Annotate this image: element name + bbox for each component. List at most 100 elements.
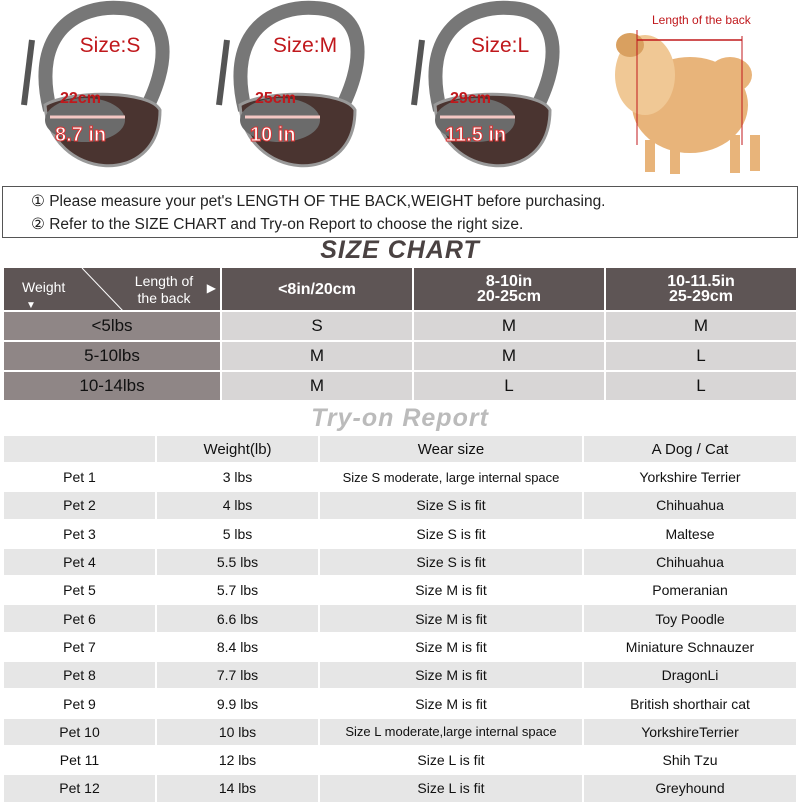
- size-cell: M: [412, 310, 606, 342]
- size-chart-row: <5lbs S M M: [2, 310, 798, 342]
- sling-bag-size-2: Size:L 29cm 11.5 in: [400, 0, 600, 180]
- weight-cell: 5.5 lbs: [155, 546, 320, 578]
- try-on-row: Pet 8 7.7 lbs Size M is fit DragonLi: [2, 660, 798, 691]
- breed-cell: YorkshireTerrier: [582, 716, 798, 747]
- pet-cell: Pet 11: [2, 744, 157, 776]
- size-chart-title: SIZE CHART: [320, 236, 480, 264]
- try-on-row: Pet 10 10 lbs Size L moderate,large intern…: [2, 716, 798, 747]
- sling-bag-icon: [411, 0, 560, 168]
- sling-bag-icon: [216, 0, 365, 168]
- bag-cm-label: 25cm: [255, 90, 296, 107]
- wear-size-cell: Size M is fit: [318, 575, 584, 606]
- pet-cell: Pet 10: [2, 716, 157, 747]
- pet-cell: Pet 9: [2, 688, 157, 719]
- header-cell: [2, 434, 157, 464]
- try-on-row: Pet 4 5.5 lbs Size S is fit Chihuahua: [2, 546, 798, 578]
- size-cell: M: [220, 370, 414, 402]
- weight-cell: 5 lbs: [155, 518, 320, 549]
- bag-cm-label: 22cm: [60, 90, 101, 107]
- breed-cell: Chihuahua: [582, 490, 798, 521]
- size-chart-table: Weight ▼ Length of the back ▶ <8in/20cm …: [2, 266, 798, 402]
- size-chart-row: 10-14lbs M L L: [2, 370, 798, 402]
- sling-bag-icon: [21, 0, 170, 168]
- size-cell: L: [412, 370, 606, 402]
- weight-cell: 7.7 lbs: [155, 660, 320, 691]
- length-column-header: <8in/20cm: [220, 266, 414, 312]
- wear-size-cell: Size S moderate, large internal space: [318, 461, 584, 493]
- header-cell: A Dog / Cat: [582, 434, 798, 464]
- weight-cell: 4 lbs: [155, 490, 320, 521]
- wear-size-cell: Size L is fit: [318, 744, 584, 776]
- size-cell: M: [604, 310, 798, 342]
- wear-size-cell: Size L moderate,large internal space: [318, 716, 584, 747]
- sling-bag-size-1: Size:M 25cm 10 in: [205, 0, 405, 180]
- weight-cell: <5lbs: [2, 310, 222, 342]
- try-on-row: Pet 5 5.7 lbs Size M is fit Pomeranian: [2, 575, 798, 606]
- breed-cell: Greyhound: [582, 773, 798, 804]
- pet-cell: Pet 12: [2, 773, 157, 804]
- wear-size-cell: Size M is fit: [318, 631, 584, 663]
- size-cell: M: [412, 340, 606, 372]
- bag-size-label: Size:L: [470, 34, 530, 57]
- right-triangle-icon: ▶: [206, 281, 216, 295]
- weight-cell: 12 lbs: [155, 744, 320, 776]
- breed-cell: Miniature Schnauzer: [582, 631, 798, 663]
- breed-cell: Shih Tzu: [582, 744, 798, 776]
- size-chart-row: 5-10lbs M M L: [2, 340, 798, 372]
- breed-cell: Pomeranian: [582, 575, 798, 606]
- wear-size-cell: Size M is fit: [318, 688, 584, 719]
- length-of-back-label: Length of the back: [652, 13, 751, 27]
- wear-size-cell: Size S is fit: [318, 546, 584, 578]
- try-on-header-row: Weight(lb) Wear size A Dog / Cat: [2, 434, 798, 464]
- pet-cell: Pet 1: [2, 461, 157, 493]
- wear-size-cell: Size L is fit: [318, 773, 584, 804]
- size-cell: M: [220, 340, 414, 372]
- breed-cell: DragonLi: [582, 660, 798, 691]
- sling-bag-size-0: Size:S 22cm 8.7 in: [10, 0, 210, 180]
- header-cell: Wear size: [318, 434, 584, 464]
- length-axis-label: Length of the back: [134, 273, 194, 306]
- bag-size-label: Size:M: [272, 34, 338, 57]
- pet-cell: Pet 8: [2, 660, 157, 691]
- length-column-header: 10-11.5in 25-29cm: [604, 266, 798, 312]
- weight-cell: 9.9 lbs: [155, 688, 320, 719]
- breed-cell: British shorthair cat: [582, 688, 798, 719]
- header-cell: Weight(lb): [155, 434, 320, 464]
- bag-cm-label: 29cm: [450, 90, 491, 107]
- weight-cell: 14 lbs: [155, 773, 320, 804]
- size-chart-corner: Weight ▼ Length of the back ▶: [2, 266, 222, 312]
- breed-cell: Yorkshire Terrier: [582, 461, 798, 493]
- dog-measurement-image: Length of the back: [600, 0, 800, 180]
- try-on-row: Pet 12 14 lbs Size L is fit Greyhound: [2, 773, 798, 804]
- bag-inch-label: 8.7 in: [54, 124, 107, 147]
- weight-cell: 5.7 lbs: [155, 575, 320, 606]
- try-on-row: Pet 6 6.6 lbs Size M is fit Toy Poodle: [2, 603, 798, 634]
- try-on-row: Pet 11 12 lbs Size L is fit Shih Tzu: [2, 744, 798, 776]
- instructions-box: ① Please measure your pet's LENGTH OF TH…: [2, 186, 798, 238]
- weight-cell: 8.4 lbs: [155, 631, 320, 663]
- bag-size-label: Size:S: [79, 34, 141, 57]
- try-on-row: Pet 9 9.9 lbs Size M is fit British shortha…: [2, 688, 798, 719]
- breed-cell: Maltese: [582, 518, 798, 549]
- weight-cell: 10-14lbs: [2, 370, 222, 402]
- weight-axis-label: Weight: [22, 279, 66, 295]
- wear-size-cell: Size M is fit: [318, 603, 584, 634]
- size-cell: L: [604, 340, 798, 372]
- wear-size-cell: Size S is fit: [318, 518, 584, 549]
- try-on-report-title: Try-on Report: [311, 404, 489, 432]
- pet-cell: Pet 2: [2, 490, 157, 521]
- down-triangle-icon: ▼: [26, 300, 36, 311]
- instruction-1: ① Please measure your pet's LENGTH OF TH…: [31, 193, 606, 210]
- weight-cell: 10 lbs: [155, 716, 320, 747]
- bag-inch-label: 10 in: [250, 124, 297, 147]
- length-column-header: 8-10in 20-25cm: [412, 266, 606, 312]
- weight-cell: 3 lbs: [155, 461, 320, 493]
- size-cell: L: [604, 370, 798, 402]
- breed-cell: Chihuahua: [582, 546, 798, 578]
- weight-cell: 5-10lbs: [2, 340, 222, 372]
- bag-inch-label: 11.5 in: [444, 124, 507, 147]
